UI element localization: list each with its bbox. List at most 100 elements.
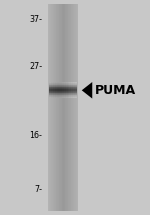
Bar — [75, 97, 77, 98]
Bar — [49, 97, 51, 98]
Bar — [49, 96, 51, 97]
Bar — [51, 93, 53, 94]
Bar — [73, 88, 75, 89]
Bar — [49, 84, 51, 85]
Bar — [66, 91, 68, 92]
Bar — [57, 93, 58, 94]
Bar — [49, 92, 51, 93]
Bar — [65, 4, 66, 211]
Bar — [69, 96, 71, 97]
Bar — [75, 96, 77, 97]
Bar — [62, 95, 64, 96]
Bar — [49, 88, 51, 89]
Bar — [55, 86, 57, 87]
Bar — [75, 94, 77, 95]
Bar — [55, 82, 57, 83]
Bar — [60, 86, 62, 87]
Bar — [73, 82, 75, 83]
Bar — [57, 87, 58, 88]
Bar — [49, 85, 51, 86]
Bar — [71, 93, 73, 94]
Bar — [55, 92, 57, 93]
Bar — [71, 83, 73, 84]
Bar — [71, 85, 73, 86]
Bar — [57, 89, 58, 90]
Bar — [64, 83, 66, 84]
Bar — [73, 94, 75, 95]
Bar — [69, 82, 71, 83]
Bar — [60, 95, 62, 96]
Bar — [75, 93, 77, 94]
Bar — [66, 4, 67, 211]
Bar — [51, 97, 53, 98]
Bar — [69, 94, 71, 95]
Bar — [60, 4, 61, 211]
Bar — [55, 88, 57, 89]
Bar — [55, 84, 57, 85]
Bar — [66, 93, 68, 94]
Bar — [69, 92, 71, 93]
Bar — [62, 86, 64, 87]
Bar — [71, 96, 73, 97]
Bar — [57, 86, 58, 87]
Bar — [64, 95, 66, 96]
Bar — [71, 94, 73, 95]
Bar — [49, 84, 51, 85]
Bar — [52, 4, 53, 211]
Bar — [64, 96, 66, 97]
Bar — [66, 90, 68, 91]
Bar — [53, 84, 55, 85]
Bar — [58, 92, 60, 93]
Bar — [73, 91, 75, 92]
Bar — [55, 84, 57, 85]
Bar — [55, 96, 57, 97]
Bar — [71, 88, 73, 89]
Text: 7-: 7- — [34, 185, 42, 194]
Bar — [64, 88, 66, 89]
Bar — [75, 82, 77, 83]
Bar — [53, 85, 55, 86]
Bar — [58, 96, 60, 97]
Bar — [57, 83, 58, 84]
Bar — [58, 96, 60, 97]
Bar — [64, 82, 66, 83]
Bar — [75, 87, 77, 88]
Bar — [75, 94, 77, 95]
Bar — [51, 84, 53, 85]
Bar — [49, 89, 51, 90]
Text: 37-: 37- — [29, 15, 42, 24]
Text: 16-: 16- — [29, 131, 42, 140]
Bar — [58, 85, 60, 86]
Bar — [75, 95, 77, 96]
Bar — [58, 89, 60, 90]
Bar — [62, 83, 64, 84]
Bar — [73, 85, 75, 86]
Bar — [71, 86, 73, 87]
Bar — [57, 85, 58, 86]
Bar — [64, 90, 66, 91]
Bar — [66, 92, 68, 93]
Bar — [60, 90, 62, 91]
Bar — [64, 92, 66, 93]
Bar — [53, 94, 55, 95]
Bar — [73, 95, 75, 96]
Bar — [66, 86, 68, 87]
Bar — [62, 91, 64, 92]
Bar — [57, 82, 58, 83]
Bar — [57, 90, 58, 91]
Bar — [55, 94, 57, 95]
Bar — [49, 86, 51, 87]
Bar — [62, 90, 64, 91]
Bar — [51, 96, 53, 97]
Bar — [58, 86, 60, 87]
Bar — [69, 88, 71, 89]
Bar — [58, 83, 60, 84]
Bar — [62, 88, 64, 89]
Bar — [73, 92, 75, 93]
Bar — [68, 95, 70, 96]
Bar — [55, 97, 57, 98]
Bar — [49, 88, 51, 89]
Bar — [68, 88, 70, 89]
Bar — [58, 94, 60, 95]
Bar — [53, 96, 55, 97]
